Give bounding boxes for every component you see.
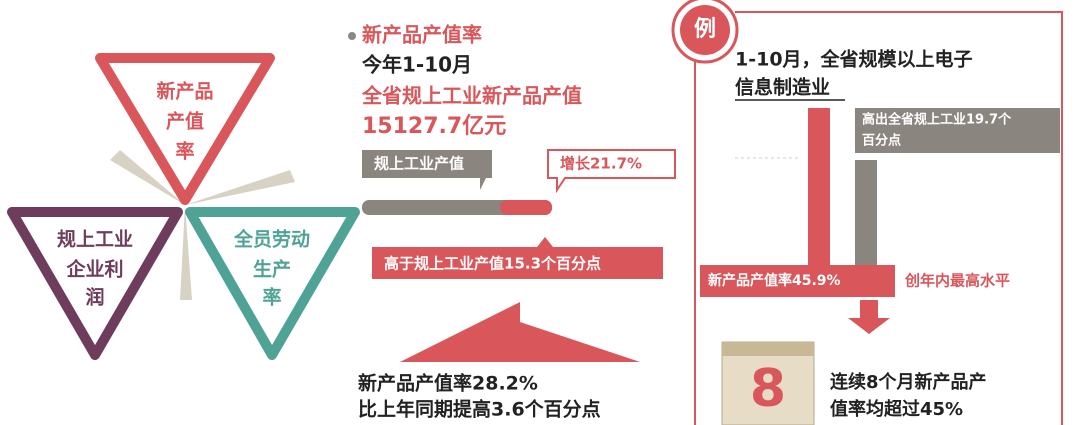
subject: 全省规上工业新产品产值 [361,84,582,108]
frame [694,11,1063,425]
summary: 连续8个月新产品产 [830,371,987,393]
months: 8 [750,359,786,419]
triangle-label: 率 [262,286,281,309]
triangle [95,53,275,205]
grey-bar [855,160,877,268]
triangle-label: 产值 [166,110,204,133]
rise-shape [400,302,640,362]
pinwheel [110,150,295,300]
intro: 信息制造业 [735,76,830,99]
intro: 1-10月，全省规模以上电子 [735,48,973,71]
badge [680,5,730,55]
record: 创年内最高水平 [904,272,1010,290]
compare-box [372,237,663,279]
red-bar [808,108,830,268]
amount: 15127.7亿元 [362,114,506,139]
triangle-label: 新产品 [156,80,213,103]
rate: 新产品产值率28.2% [358,372,538,395]
growth: 增长21.7% [560,155,642,173]
badge-text: 例 [694,17,716,42]
label-box [362,150,492,190]
change: 比上年同期提高3.6个百分点 [358,398,601,421]
example-rate: 新产品产值率45.9% [708,272,841,289]
compare: 高于规上工业产值15.3个百分点 [384,255,601,273]
rate-box [700,265,895,297]
triangle-label: 全员劳动 [233,228,310,251]
growth-box [547,149,676,194]
triangle [7,207,183,360]
bullet [348,32,356,40]
summary: 值率均超过45% [830,398,963,420]
note: 百分点 [862,133,901,149]
triangle-label: 率 [175,140,194,163]
triangle-label: 润 [85,286,104,309]
triangle [185,207,360,360]
note: 高出全省规上工业19.7个 [862,112,1012,128]
note-box [855,108,1060,153]
arrow [848,300,890,334]
calendar-top [722,342,814,356]
bar-label: 规上工业产值 [374,155,464,173]
period: 今年1-10月 [362,53,472,77]
triangle-label: 企业利 [65,258,123,281]
triangle-label: 规上工业 [57,228,133,251]
bar [500,200,552,215]
triangle-label: 生产 [253,258,291,281]
heading: 新产品产值率 [362,23,482,47]
